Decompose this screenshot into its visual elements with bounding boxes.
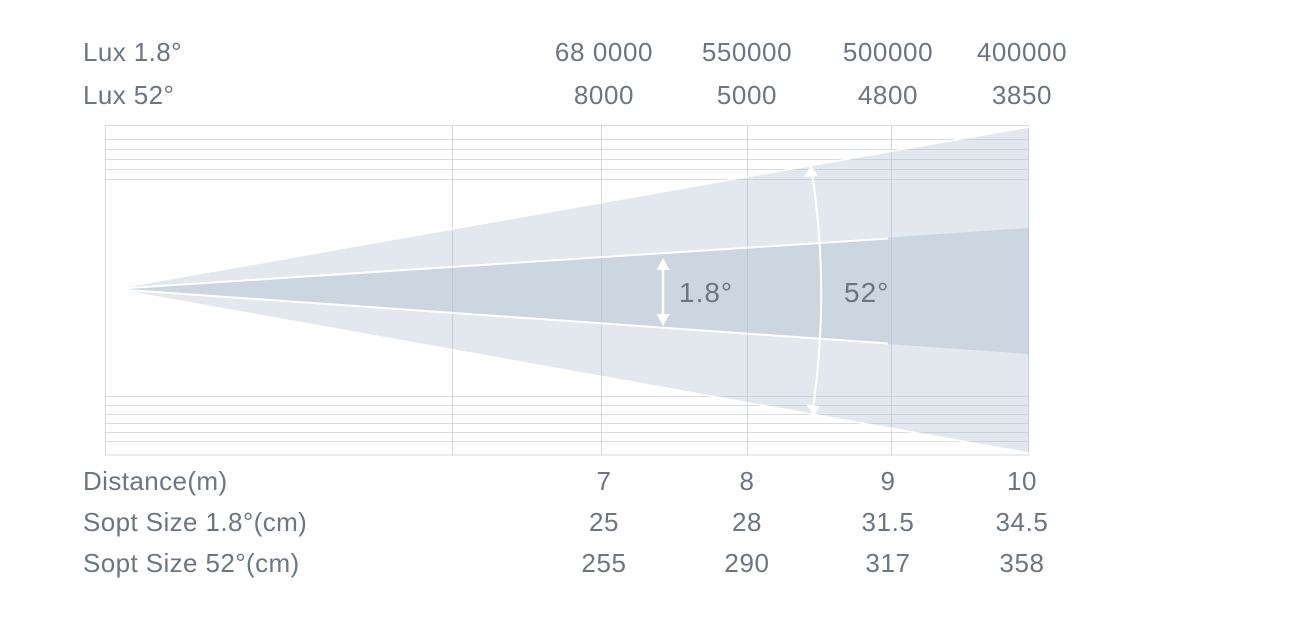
grid-horizontal-bottom: [105, 396, 1029, 442]
spot-size-wide-label: Sopt Size 52°(cm): [83, 548, 300, 578]
spot-size-narrow-value-9m: 31.5: [861, 507, 915, 537]
spot-size-narrow-label: Sopt Size 1.8°(cm): [83, 507, 308, 537]
narrow-beam-cone: [113, 228, 1029, 354]
narrow-beam-edges: [112, 237, 889, 345]
lux-row-narrow: Lux 1.8° 68 0000 550000 500000 400000: [0, 36, 1314, 68]
spot-size-narrow-row: Sopt Size 1.8°(cm) 25 28 31.5 34.5: [0, 506, 1314, 538]
spot-size-wide-row: Sopt Size 52°(cm) 255 290 317 358: [0, 547, 1314, 579]
lux-row-wide: Lux 52° 8000 5000 4800 3850: [0, 79, 1314, 111]
chart-frame: [105, 125, 1029, 456]
grid-horizontal-top: [105, 139, 1029, 180]
spot-size-narrow-value-7m: 25: [588, 507, 620, 537]
distance-label: Distance(m): [83, 466, 228, 496]
distance-row: Distance(m) 7 8 9 10: [0, 465, 1314, 497]
lux-narrow-value-10m: 400000: [976, 37, 1068, 67]
wide-angle-arc: [804, 165, 823, 416]
spot-size-wide-value-7m: 255: [581, 548, 627, 578]
narrow-angle-arrow: [656, 258, 670, 326]
lux-wide-value-8m: 5000: [716, 80, 778, 110]
lux-narrow-value-8m: 550000: [701, 37, 793, 67]
distance-value-1: 7: [596, 466, 612, 496]
wide-beam-edges: [112, 126, 1030, 454]
distance-value-4: 10: [1006, 466, 1038, 496]
spot-size-wide-value-9m: 317: [865, 548, 911, 578]
spot-size-wide-value-8m: 290: [724, 548, 770, 578]
lux-narrow-value-9m: 500000: [842, 37, 934, 67]
lux-narrow-value-7m: 68 0000: [554, 37, 654, 67]
grid-vertical: [452, 125, 892, 455]
lux-wide-value-9m: 4800: [857, 80, 919, 110]
distance-value-2: 8: [739, 466, 755, 496]
spot-size-narrow-value-8m: 28: [731, 507, 763, 537]
wide-beam-cone: [113, 127, 1029, 453]
lux-wide-value-7m: 8000: [573, 80, 635, 110]
spot-size-narrow-value-10m: 34.5: [995, 507, 1049, 537]
wide-angle-label: 52°: [844, 277, 889, 308]
spot-size-wide-value-10m: 358: [999, 548, 1045, 578]
lux-narrow-label: Lux 1.8°: [83, 37, 182, 67]
lux-wide-label: Lux 52°: [83, 80, 175, 110]
distance-value-3: 9: [880, 466, 896, 496]
narrow-angle-label: 1.8°: [679, 277, 733, 308]
lux-wide-value-10m: 3850: [991, 80, 1053, 110]
